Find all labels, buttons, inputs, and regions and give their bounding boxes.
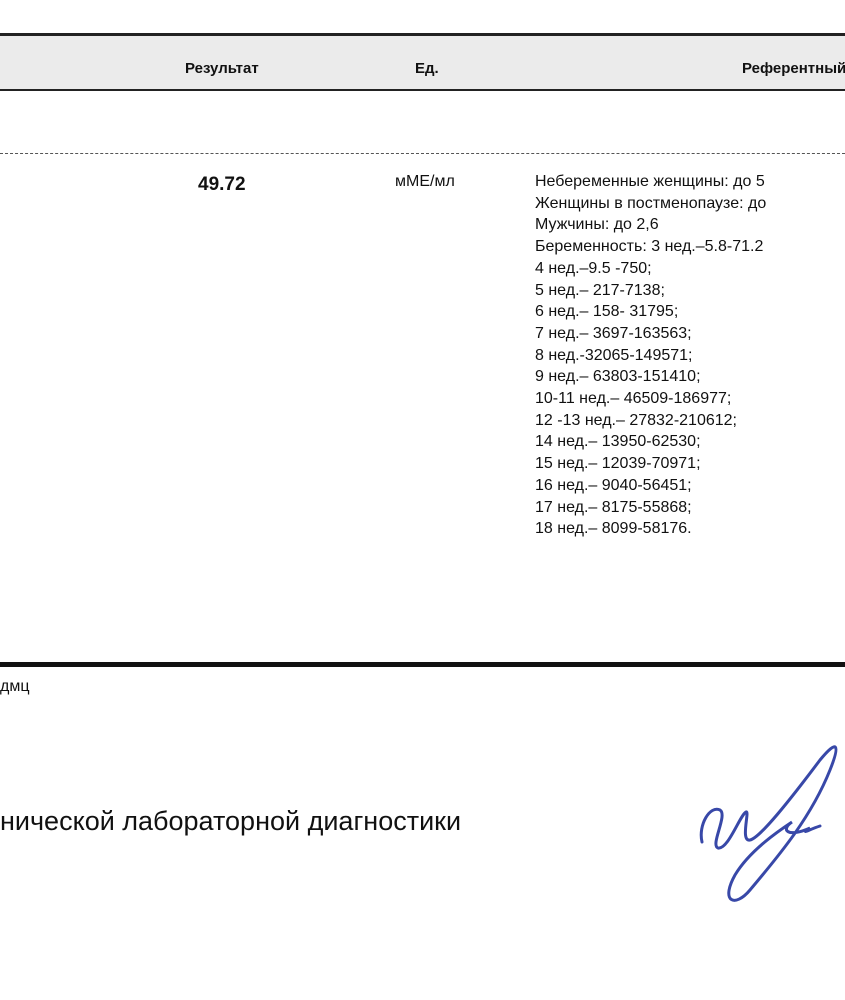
reference-line: 6 нед.– 158- 31795; xyxy=(535,303,679,321)
reference-line: Небеременные женщины: до 5 xyxy=(535,173,765,190)
reference-line: 16 нед.– 9040-56451; xyxy=(535,476,692,494)
reference-line: Беременность: 3 нед.–5.8-71.2 xyxy=(535,238,764,256)
reference-line: 7 нед.– 3697-163563; xyxy=(535,324,692,342)
reference-line: 15 нед.– 12039-70971; xyxy=(535,455,701,473)
column-header: Референтный xyxy=(742,60,845,77)
dashed-separator xyxy=(0,153,845,154)
note: дмц xyxy=(0,678,30,695)
reference-line: 10-11 нед.– 46509-186977; xyxy=(535,390,732,407)
reference-line: 18 нед.– 8099-58176. xyxy=(535,520,692,538)
result-value: 49.72 xyxy=(198,174,246,195)
reference-line: Женщины в постменопаузе: до xyxy=(535,194,767,212)
signature xyxy=(699,745,838,902)
reference-line: Мужчины: до 2,6 xyxy=(535,216,659,234)
reference-line: 8 нед.-32065-149571; xyxy=(535,346,693,364)
column-header: Ед. xyxy=(415,60,439,77)
unit: мМЕ/мл xyxy=(395,173,455,190)
reference-line: 9 нед.– 63803-151410; xyxy=(535,368,701,386)
reference-line: 14 нед.– 13950-62530; xyxy=(535,433,701,451)
column-header: Результат xyxy=(185,60,259,77)
table-bottom-border xyxy=(0,662,845,667)
reference-line: 4 нед.–9.5 -750; xyxy=(535,259,652,277)
reference-line: 12 -13 нед.– 27832-210612; xyxy=(535,411,737,429)
signature-title: ничеcкой лабораторной диагностики xyxy=(0,806,462,836)
reference-line: 5 нед.– 217-7138; xyxy=(535,281,665,299)
header-band xyxy=(0,33,845,91)
reference-line: 17 нед.– 8175-55868; xyxy=(535,498,692,516)
